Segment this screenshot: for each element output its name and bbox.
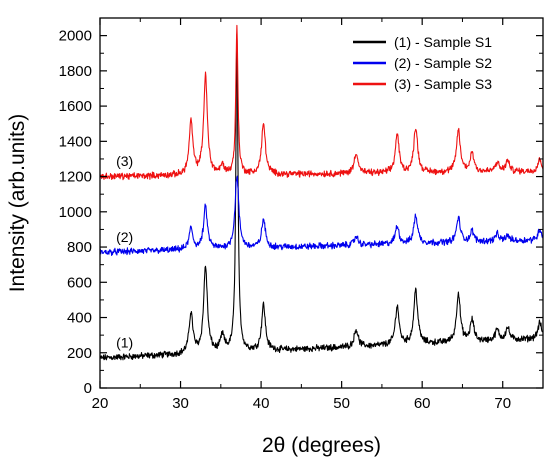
x-tick-label: 20 bbox=[92, 395, 109, 412]
y-tick-label: 2000 bbox=[59, 28, 92, 45]
series-tags: (1) (2) (3) bbox=[116, 153, 133, 350]
y-tick-label: 800 bbox=[67, 239, 92, 256]
x-tick-label: 40 bbox=[253, 395, 270, 412]
legend-label-s3: (3) - Sample S3 bbox=[394, 76, 492, 92]
series-tag-s3: (3) bbox=[116, 153, 133, 169]
y-tick-label: 1600 bbox=[59, 98, 92, 115]
ticks-layer: 20 30 40 50 60 70 0 200 400 600 800 1000 1200 1400 160… bbox=[59, 18, 543, 412]
x-axis-title: 2θ (degrees) bbox=[262, 434, 381, 457]
legend: (1) - Sample S1 (2) - Sample S2 (3) - Samp… bbox=[353, 34, 492, 92]
x-tick-label: 30 bbox=[172, 395, 189, 412]
x-tick-label: 50 bbox=[333, 395, 350, 412]
y-tick-label: 0 bbox=[84, 380, 92, 397]
x-tick-label: 70 bbox=[494, 395, 511, 412]
plot-frame bbox=[99, 17, 544, 389]
series-layer bbox=[99, 24, 544, 361]
y-tick-label: 1800 bbox=[59, 63, 92, 80]
y-tick-label: 1200 bbox=[59, 169, 92, 186]
y-tick-label: 1400 bbox=[59, 133, 92, 150]
y-tick-label: 1000 bbox=[59, 204, 92, 221]
legend-label-s2: (2) - Sample S2 bbox=[394, 55, 492, 71]
series-line-s2 bbox=[99, 175, 544, 257]
y-tick-label: 400 bbox=[67, 310, 92, 327]
series-line-s1 bbox=[99, 33, 544, 361]
legend-label-s1: (1) - Sample S1 bbox=[394, 34, 492, 50]
y-tick-label: 200 bbox=[67, 345, 92, 362]
y-axis-title: Intensity (arb.units) bbox=[6, 114, 29, 293]
series-tag-s2: (2) bbox=[116, 229, 133, 245]
series-line-s3 bbox=[99, 24, 544, 181]
x-tick-label: 60 bbox=[414, 395, 431, 412]
series-tag-s1: (1) bbox=[116, 334, 133, 350]
y-tick-label: 600 bbox=[67, 274, 92, 291]
